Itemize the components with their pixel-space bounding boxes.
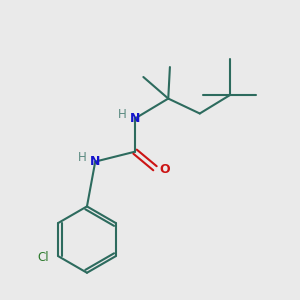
Text: Cl: Cl [37, 251, 49, 264]
Text: N: N [90, 155, 101, 168]
Text: O: O [160, 163, 170, 176]
Text: H: H [78, 151, 87, 164]
Text: H: H [118, 108, 127, 121]
Text: N: N [130, 112, 140, 125]
